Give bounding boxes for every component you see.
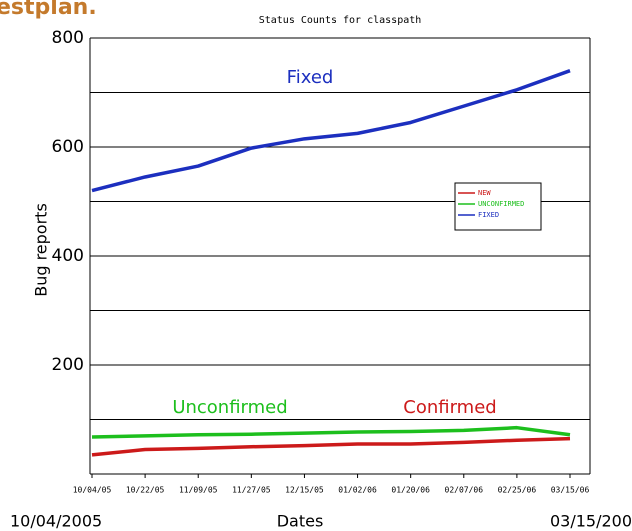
- y-axis-label: Bug reports: [32, 203, 51, 297]
- legend-label: FIXED: [478, 211, 499, 219]
- y-tick-label: 800: [52, 28, 84, 48]
- x-tick-label: 11/27/05: [232, 486, 271, 495]
- legend-label: UNCONFIRMED: [478, 200, 524, 208]
- series-line: [91, 425, 571, 439]
- footer-end: 03/15/200: [550, 512, 632, 531]
- x-tick-label: 11/09/05: [179, 486, 218, 495]
- annotation: Confirmed: [403, 397, 496, 418]
- x-tick-label: 10/22/05: [126, 486, 165, 495]
- x-tick-label: 03/15/06: [551, 486, 590, 495]
- annotation: Fixed: [287, 67, 334, 88]
- legend-label: NEW: [478, 189, 491, 197]
- x-tick-label: 01/20/06: [391, 486, 430, 495]
- series-line: [91, 436, 571, 457]
- footer-start: 10/04/2005: [10, 512, 102, 531]
- legend-box: [454, 182, 542, 231]
- y-tick-label: 600: [52, 137, 84, 157]
- footer-label: Dates: [277, 512, 324, 531]
- annotation: Unconfirmed: [172, 397, 287, 418]
- x-tick-label: 01/02/06: [338, 486, 377, 495]
- x-tick-label: 10/04/05: [73, 486, 112, 495]
- x-tick-label: 02/25/06: [498, 486, 537, 495]
- x-tick-label: 02/07/06: [445, 486, 484, 495]
- x-tick-label: 12/15/05: [285, 486, 324, 495]
- slide-heading: estplan.: [0, 0, 97, 20]
- y-tick-label: 200: [52, 355, 84, 375]
- chart-title: Status Counts for classpath: [259, 15, 422, 26]
- series-line: [91, 69, 571, 193]
- y-tick-label: 400: [52, 246, 84, 266]
